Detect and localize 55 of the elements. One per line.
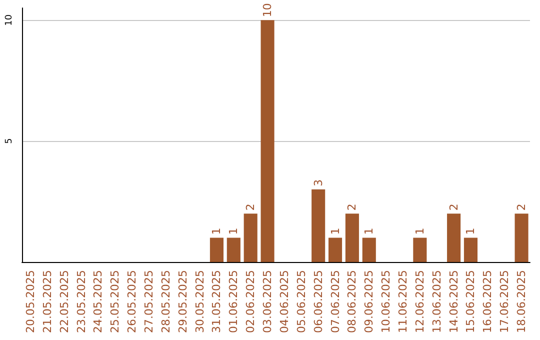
x-tick-label: 15.06.2025	[464, 270, 478, 333]
bar	[464, 238, 478, 262]
x-tick-label: 25.05.2025	[108, 270, 122, 333]
data-label: 2	[346, 204, 359, 211]
x-tick-label: 02.06.2025	[244, 270, 258, 333]
x-tick-label: 27.05.2025	[142, 270, 156, 333]
data-label: 3	[312, 179, 325, 186]
x-tick-label: 30.05.2025	[193, 270, 206, 333]
bar	[447, 214, 461, 262]
x-tick-label: 08.06.2025	[346, 270, 359, 333]
x-tick-label: 26.05.2025	[126, 270, 139, 333]
x-tick-label: 03.06.2025	[261, 270, 274, 333]
x-tick-label: 09.06.2025	[362, 270, 376, 333]
bar	[226, 238, 240, 262]
bar	[413, 238, 427, 262]
x-tick-label: 20.05.2025	[24, 270, 37, 333]
x-tick-label: 05.06.2025	[294, 270, 308, 333]
bar	[210, 238, 224, 262]
x-tick-label: 17.06.2025	[498, 270, 512, 333]
bar	[514, 214, 528, 262]
x-tick-label: 23.05.2025	[74, 270, 88, 333]
x-tick-label: 07.06.2025	[328, 270, 342, 333]
x-tick-label: 14.06.2025	[447, 270, 460, 333]
data-label: 1	[413, 228, 426, 235]
data-label: 2	[515, 204, 528, 211]
x-tick-label: 13.06.2025	[430, 270, 444, 333]
data-label: 1	[464, 228, 478, 235]
x-tick-label: 04.06.2025	[278, 270, 291, 333]
bar	[328, 238, 342, 262]
x-tick-label: 21.05.2025	[40, 270, 54, 333]
x-tick-label: 28.05.2025	[159, 270, 172, 333]
x-tick-label: 11.06.2025	[396, 270, 410, 333]
x-tick-label: 24.05.2025	[92, 270, 105, 333]
data-label: 10	[261, 3, 274, 18]
x-tick-label: 01.06.2025	[227, 270, 240, 333]
bar	[244, 214, 258, 262]
bar	[345, 214, 359, 262]
x-tick-label: 16.06.2025	[481, 270, 494, 333]
data-label: 1	[210, 228, 224, 235]
x-tick-label: 22.05.2025	[58, 270, 71, 333]
bar	[260, 20, 274, 262]
x-tick-label: 10.06.2025	[380, 270, 393, 333]
data-label: 1	[328, 228, 342, 235]
x-tick-label: 12.06.2025	[413, 270, 426, 333]
x-tick-label: 29.05.2025	[176, 270, 190, 333]
data-label: 2	[244, 204, 258, 211]
data-label: 1	[362, 228, 376, 235]
y-tick-label: 5	[4, 138, 14, 144]
bar	[312, 189, 326, 262]
x-tick-label: 06.06.2025	[312, 270, 325, 333]
bar	[362, 238, 376, 262]
x-tick-label: 18.06.2025	[515, 270, 528, 333]
data-label: 1	[227, 228, 240, 235]
data-label: 2	[447, 204, 460, 211]
x-tick-label: 31.05.2025	[210, 270, 224, 333]
